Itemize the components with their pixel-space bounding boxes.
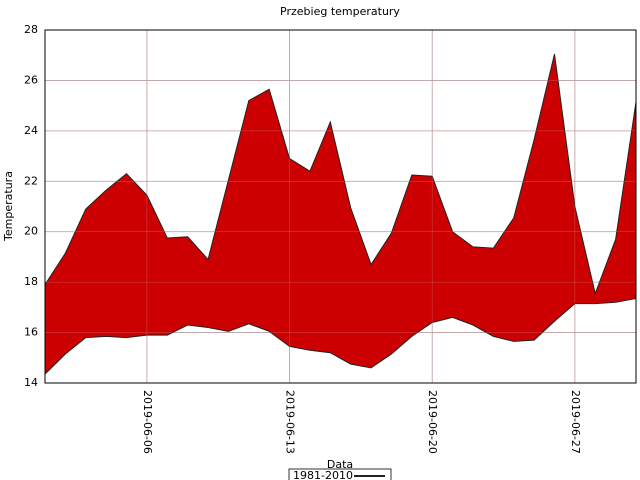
x-tick-label: 2019-06-20 (426, 390, 439, 454)
x-tick-label: 2019-06-27 (569, 390, 582, 454)
x-tick-label: 2019-06-13 (284, 390, 297, 454)
plot-frame (44, 29, 637, 384)
y-tick-label: 14 (24, 376, 38, 389)
y-tick-label: 20 (24, 225, 38, 238)
y-tick-label: 16 (24, 326, 38, 339)
y-tick-label: 18 (24, 275, 38, 288)
legend-label: 1981-2010 (293, 469, 353, 480)
y-tick-label: 22 (24, 174, 38, 187)
band-edge (44, 298, 637, 375)
band-edge (44, 53, 637, 296)
x-tick-label: 2019-06-06 (141, 390, 154, 454)
y-tick-label: 28 (24, 23, 38, 36)
y-tick-label: 26 (24, 73, 38, 86)
y-axis-label: Temperatura (2, 171, 15, 242)
band-area (45, 53, 636, 375)
legend-box (288, 468, 392, 480)
y-tick-label: 24 (24, 124, 38, 137)
x-axis-label: Data (327, 458, 353, 471)
chart-title: Przebieg temperatury (280, 5, 400, 18)
